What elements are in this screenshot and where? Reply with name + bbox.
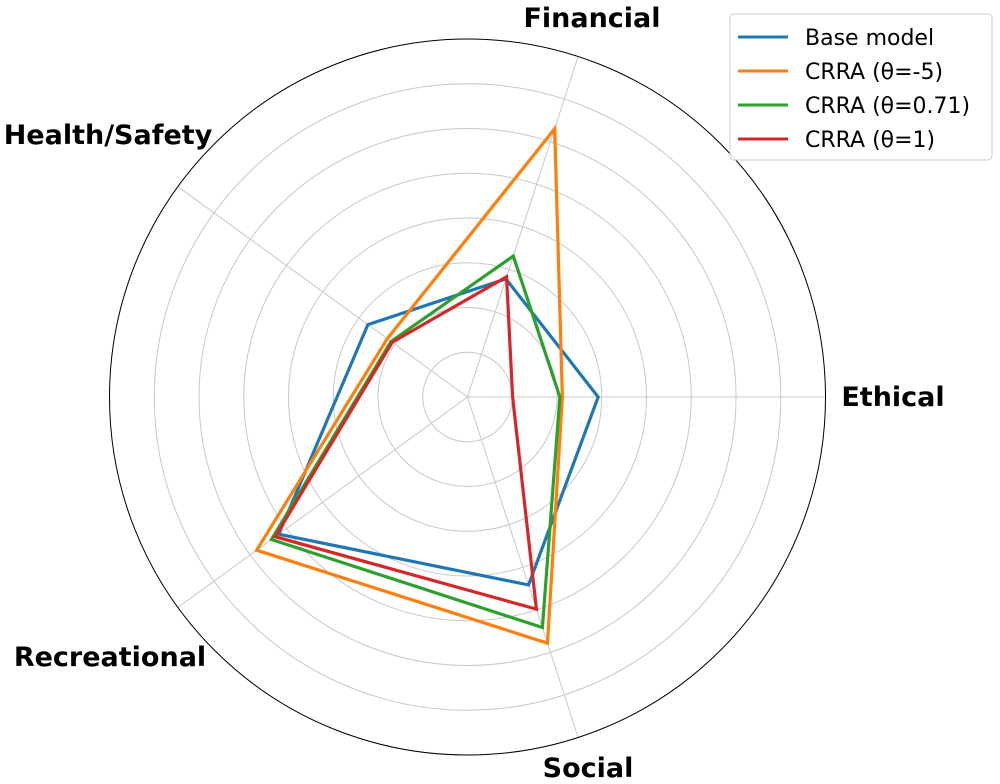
axis-labels: Ethical Financial Health/Safety Recreati… [4,3,945,784]
legend-label-crra-neg5: CRRA (θ=-5) [805,60,943,85]
legend: Base model CRRA (θ=-5) CRRA (θ=0.71) CRR… [729,13,993,161]
grid-spoke [177,186,468,398]
legend-label-crra-0-71: CRRA (θ=0.71) [805,94,970,119]
series-line-3 [272,274,539,612]
axis-label-financial: Financial [523,3,660,34]
axis-label-social: Social [543,753,634,784]
series-line-2 [269,253,562,630]
legend-label-crra-1: CRRA (θ=1) [805,128,935,153]
grid-spoke [467,396,579,738]
axis-label-recreational: Recreational [14,642,206,673]
series-line-1 [254,124,564,646]
grid-spoke [467,56,579,398]
series-line-0 [276,276,600,587]
axis-label-ethical: Ethical [841,382,944,413]
legend-label-base-model: Base model [805,26,934,51]
legend-box [729,13,993,161]
grid-spoke [177,396,468,608]
grid [109,38,826,756]
outer-frame [109,38,826,756]
axis-label-health-safety: Health/Safety [4,120,213,151]
series-group [254,124,600,646]
